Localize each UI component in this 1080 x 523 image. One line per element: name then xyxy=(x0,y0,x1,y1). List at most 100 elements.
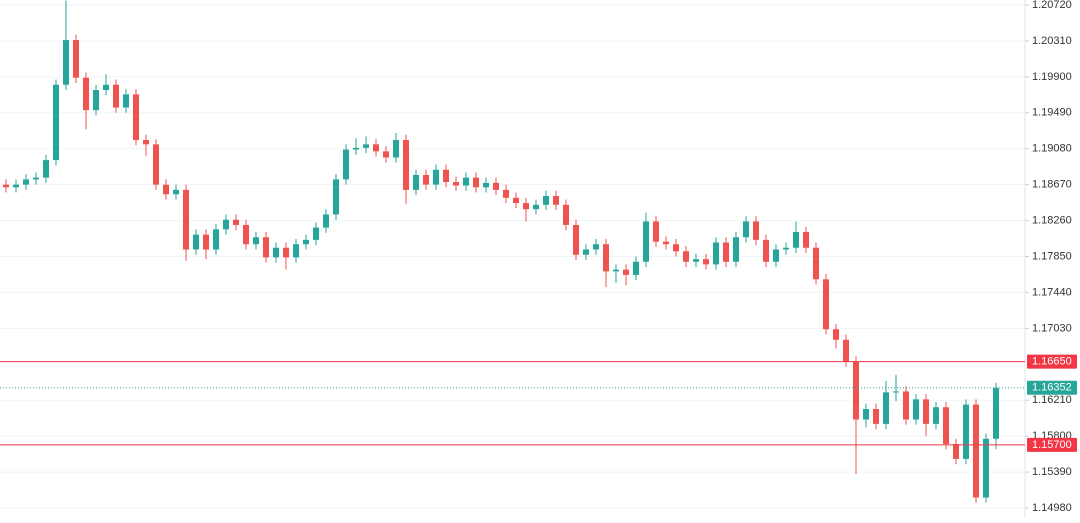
candle-body xyxy=(923,399,929,424)
candle-body xyxy=(23,179,29,185)
candle-body xyxy=(933,407,939,424)
candle-body xyxy=(93,89,99,111)
candle-body xyxy=(783,247,789,250)
candle-body xyxy=(683,251,689,262)
candle-body xyxy=(803,231,809,248)
candle-body xyxy=(623,269,629,275)
y-tick-label: 1.18260 xyxy=(1032,214,1072,226)
candle-body xyxy=(503,189,509,198)
candle-body xyxy=(573,224,579,255)
candle-body xyxy=(553,196,559,205)
candle-body xyxy=(413,175,419,190)
candle-body xyxy=(313,227,319,240)
candle-body xyxy=(633,261,639,275)
candle-body xyxy=(13,184,19,188)
candle-body xyxy=(353,147,359,150)
candle-body xyxy=(143,139,149,145)
candle-body xyxy=(393,139,399,158)
candle-body xyxy=(463,177,469,186)
candle-body xyxy=(483,182,489,188)
candle-body xyxy=(903,391,909,420)
candle-body xyxy=(873,408,879,424)
candle-body xyxy=(453,182,459,186)
candle-body xyxy=(993,387,999,439)
candle-body xyxy=(653,221,659,242)
candle-body xyxy=(743,221,749,238)
candle-body xyxy=(113,84,119,108)
candle-body xyxy=(963,404,969,459)
y-tick-label: 1.14980 xyxy=(1032,502,1072,514)
y-tick-label: 1.18670 xyxy=(1032,179,1072,191)
candle-body xyxy=(403,139,409,190)
candle-body xyxy=(443,169,449,183)
candle-body xyxy=(243,224,249,245)
candle-body xyxy=(203,234,209,250)
candle-body xyxy=(153,144,159,185)
candle-body xyxy=(433,169,439,185)
candle-body xyxy=(813,247,819,280)
candle-body xyxy=(193,234,199,250)
candle-body xyxy=(823,279,829,330)
candle-body xyxy=(703,259,709,265)
y-tick-label: 1.19080 xyxy=(1032,143,1072,155)
candle-body xyxy=(893,391,899,393)
candle-body xyxy=(493,182,499,190)
candle-body xyxy=(773,249,779,262)
candle-body xyxy=(543,196,549,205)
candle-body xyxy=(753,221,759,240)
y-tick-label: 1.17440 xyxy=(1032,286,1072,298)
candle-body xyxy=(63,40,69,85)
level-label-box xyxy=(1027,354,1077,369)
candle-body xyxy=(133,94,139,140)
candle-body xyxy=(373,144,379,152)
level-label: 1.15700 xyxy=(1032,439,1072,451)
candle-body xyxy=(883,392,889,424)
candle-body xyxy=(323,214,329,228)
candle-body xyxy=(793,231,799,248)
candle-body xyxy=(723,242,729,262)
candle-body xyxy=(333,179,339,215)
candle-body xyxy=(33,177,39,180)
y-tick-label: 1.19490 xyxy=(1032,107,1072,119)
candle-body xyxy=(973,404,979,498)
candle-body xyxy=(163,184,169,195)
candle-body xyxy=(673,244,679,252)
candle-body xyxy=(283,247,289,258)
candle-body xyxy=(983,438,989,498)
candle-body xyxy=(273,247,279,258)
candle-body xyxy=(563,204,569,225)
candle-body xyxy=(603,244,609,272)
y-tick-label: 1.17030 xyxy=(1032,322,1072,334)
candle-body xyxy=(613,269,619,272)
candle-body xyxy=(513,197,519,204)
candle-body xyxy=(693,259,699,262)
candle-body xyxy=(593,244,599,250)
candle-body xyxy=(713,242,719,265)
candle-body xyxy=(223,219,229,230)
candle-body xyxy=(43,160,49,178)
candle-body xyxy=(253,237,259,245)
candle-body xyxy=(83,77,89,111)
candle-body xyxy=(533,204,539,210)
candle-body xyxy=(863,408,869,420)
candle-body xyxy=(473,177,479,188)
candle-body xyxy=(583,249,589,255)
candle-body xyxy=(643,221,649,262)
candle-body xyxy=(843,339,849,362)
candle-body xyxy=(523,203,529,210)
candle-body xyxy=(663,241,669,245)
candle-body xyxy=(293,244,299,258)
candle-body xyxy=(943,407,949,445)
current-price-label: 1.16352 xyxy=(1032,382,1072,394)
y-tick-label: 1.15390 xyxy=(1032,466,1072,478)
candle-body xyxy=(913,399,919,420)
candle-body xyxy=(383,151,389,158)
candle-body xyxy=(953,444,959,459)
candle-body xyxy=(733,237,739,262)
candle-body xyxy=(763,239,769,262)
candle-body xyxy=(263,237,269,258)
candle-body xyxy=(183,189,189,250)
y-tick-label: 1.17850 xyxy=(1032,250,1072,262)
